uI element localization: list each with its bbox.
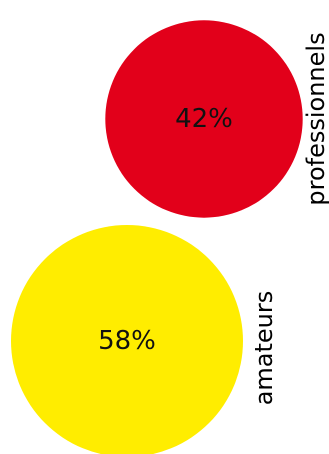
bubble-professionnels bbox=[105, 20, 303, 218]
category-label-professionnels: professionnels bbox=[302, 32, 329, 205]
value-label-amateurs: 58% bbox=[98, 326, 156, 356]
category-label-amateurs: amateurs bbox=[250, 291, 278, 406]
value-label-professionnels: 42% bbox=[175, 104, 233, 134]
bubble-amateurs bbox=[11, 225, 243, 454]
